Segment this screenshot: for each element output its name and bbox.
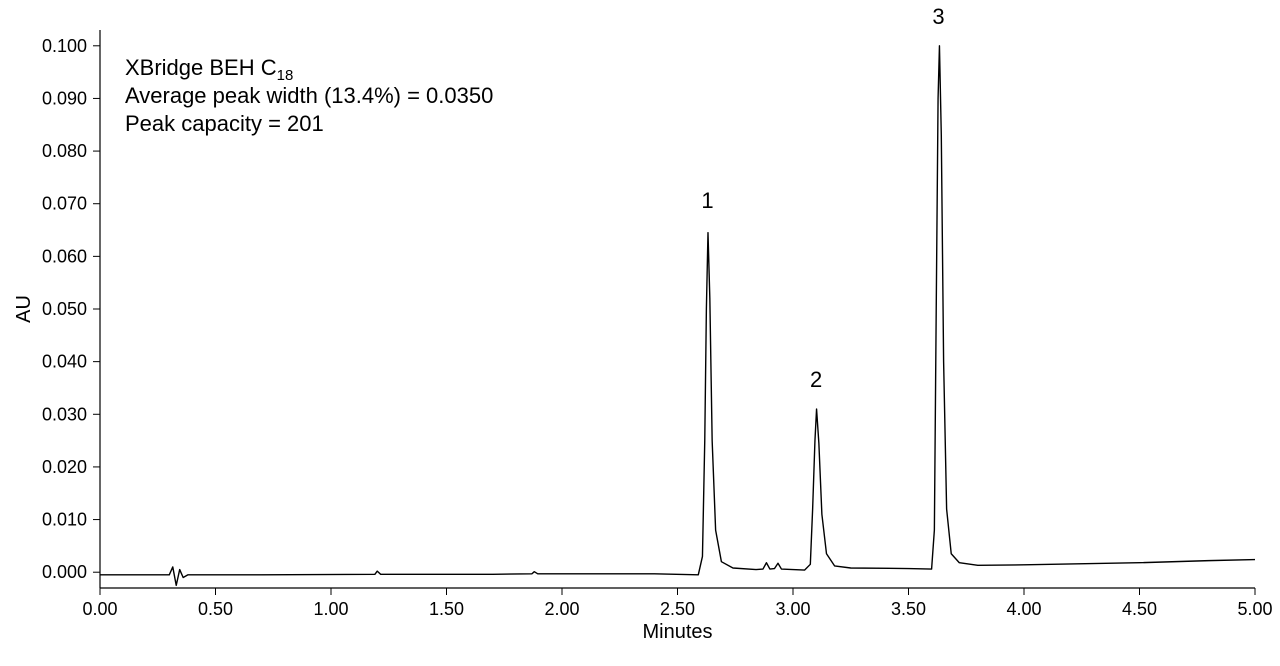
x-tick-label: 2.50 xyxy=(660,599,695,619)
y-tick-label: 0.030 xyxy=(42,404,87,424)
y-tick-label: 0.050 xyxy=(42,299,87,319)
chromatogram-chart: 0.00 0.50 1.00 1.50 2.00 2.50 3.00 3.50 4.00 4.50… xyxy=(0,0,1280,666)
peak-label: 3 xyxy=(932,4,944,29)
y-tick-label: 0.040 xyxy=(42,352,87,372)
y-tick-label: 0.100 xyxy=(42,36,87,56)
peak-label: 2 xyxy=(810,367,822,392)
x-axis-label: Minutes xyxy=(642,621,712,643)
x-tick-label: 5.00 xyxy=(1237,599,1272,619)
annotation-line-3: Peak capacity = 201 xyxy=(125,111,324,136)
y-tick-label: 0.060 xyxy=(42,246,87,266)
y-tick-label: 0.090 xyxy=(42,88,87,108)
y-tick-label: 0.020 xyxy=(42,457,87,477)
y-tick-label: 0.000 xyxy=(42,562,87,582)
annotation-line-2: Average peak width (13.4%) = 0.0350 xyxy=(125,83,493,108)
x-tick-label: 0.00 xyxy=(82,599,117,619)
y-tick-label: 0.010 xyxy=(42,510,87,530)
y-tick-label: 0.080 xyxy=(42,141,87,161)
annotation-line-1: XBridge BEH C18 xyxy=(125,55,293,84)
y-tick-label: 0.070 xyxy=(42,194,87,214)
y-axis-label: AU xyxy=(13,295,35,323)
x-tick-label: 1.50 xyxy=(429,599,464,619)
x-tick-label: 4.50 xyxy=(1122,599,1157,619)
x-tick-label: 3.00 xyxy=(775,599,810,619)
x-tick-label: 1.00 xyxy=(313,599,348,619)
x-tick-label: 2.00 xyxy=(544,599,579,619)
peak-label: 1 xyxy=(701,188,713,213)
x-tick-label: 4.00 xyxy=(1006,599,1041,619)
x-tick-label: 3.50 xyxy=(891,599,926,619)
x-tick-label: 0.50 xyxy=(198,599,233,619)
